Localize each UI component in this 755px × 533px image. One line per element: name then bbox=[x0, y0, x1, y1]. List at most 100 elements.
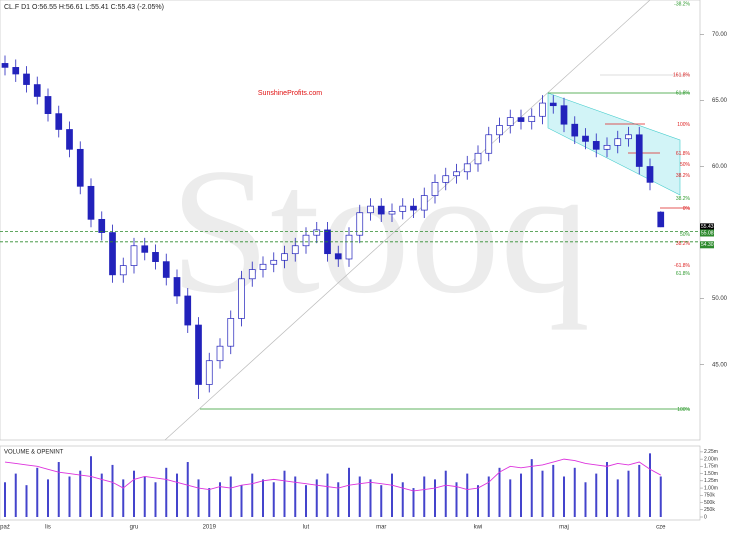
candle-body bbox=[431, 181, 439, 196]
price-marker bbox=[700, 223, 714, 231]
volume-bar bbox=[380, 485, 383, 517]
volume-bar bbox=[165, 467, 168, 517]
candle-body bbox=[549, 102, 557, 107]
volume-bar bbox=[90, 456, 92, 517]
candle-body bbox=[109, 232, 116, 276]
volume-bar bbox=[122, 479, 125, 517]
candle-body bbox=[141, 245, 149, 253]
y-tick-label: 2.25m bbox=[704, 449, 718, 455]
volume-bar bbox=[649, 453, 651, 517]
fib-label: 38.2% bbox=[676, 196, 691, 202]
candle-body bbox=[238, 278, 245, 319]
candle-body bbox=[453, 171, 460, 177]
volume-bar bbox=[638, 464, 641, 517]
volume-bar bbox=[262, 479, 264, 517]
candle-body bbox=[592, 141, 600, 150]
candle-body bbox=[603, 144, 611, 150]
volume-bar bbox=[14, 473, 17, 517]
trend-line bbox=[164, 0, 651, 441]
volume-bar bbox=[627, 470, 630, 517]
candle-body bbox=[539, 102, 546, 117]
fib-label: 50% bbox=[680, 232, 691, 238]
candle-body bbox=[517, 117, 525, 122]
volume-bar bbox=[208, 488, 211, 517]
price-marker bbox=[700, 229, 714, 237]
volume-bar bbox=[541, 470, 544, 517]
candle-body bbox=[12, 67, 20, 75]
y-tick-label: 2.00m bbox=[704, 456, 718, 462]
y-tick-label: 1.25m bbox=[704, 478, 718, 484]
candle-body bbox=[291, 245, 299, 255]
volume-bar bbox=[240, 485, 243, 517]
candle-body bbox=[377, 205, 385, 215]
candle-body bbox=[367, 205, 374, 214]
x-tick-label: lis bbox=[45, 525, 51, 531]
candle-body bbox=[162, 261, 170, 278]
y-tick-label: 1.00m bbox=[704, 485, 718, 491]
candle-body bbox=[130, 245, 138, 266]
candle-body bbox=[1, 63, 9, 68]
candle-body bbox=[259, 263, 267, 270]
volume-bar bbox=[606, 462, 608, 517]
price-marker-label: 55.43 bbox=[701, 224, 714, 230]
y-tick-label: 1.50m bbox=[704, 471, 718, 477]
candle-body bbox=[485, 134, 493, 154]
volume-bar bbox=[25, 485, 28, 517]
x-tick-label: paź bbox=[0, 525, 10, 531]
volume-bar bbox=[348, 467, 350, 517]
volume-bar bbox=[337, 482, 340, 517]
volume-bar bbox=[552, 464, 555, 517]
volume-bar bbox=[154, 482, 157, 517]
candle-body bbox=[119, 265, 127, 276]
chart-title: CL.F D1 O:56.55 H:56.61 L:55.41 C:55.43 … bbox=[4, 4, 164, 11]
fib-label: 61.8% bbox=[676, 151, 691, 157]
candle-body bbox=[76, 148, 84, 187]
candle-body bbox=[506, 117, 514, 126]
volume-bar bbox=[143, 476, 146, 517]
y-tick-label: 500k bbox=[704, 500, 715, 506]
volume-bar bbox=[186, 462, 189, 517]
watermark: Stooq bbox=[170, 131, 590, 330]
volume-bar bbox=[509, 479, 512, 517]
candle-body bbox=[388, 211, 396, 215]
y-tick-label: 60.00 bbox=[712, 164, 728, 170]
volume-bar bbox=[68, 476, 71, 517]
volume-bar bbox=[401, 482, 404, 517]
candle-body bbox=[66, 129, 73, 150]
candle-body bbox=[474, 152, 482, 165]
candle-body bbox=[270, 259, 278, 265]
candle-body bbox=[227, 318, 235, 347]
candle-body bbox=[399, 205, 407, 212]
candle-body bbox=[657, 211, 665, 228]
volume-bar bbox=[455, 482, 458, 517]
volume-bar bbox=[47, 479, 49, 517]
fib-label: -61.8% bbox=[674, 263, 690, 269]
volume-bar bbox=[251, 473, 254, 517]
candle-body bbox=[152, 252, 159, 262]
y-tick-label: 70.00 bbox=[712, 32, 728, 38]
x-tick-label: gru bbox=[130, 525, 139, 531]
volume-bar bbox=[530, 459, 533, 517]
candle-body bbox=[646, 166, 654, 183]
fib-label: 38.2% bbox=[676, 173, 691, 179]
volume-bar bbox=[283, 470, 286, 517]
fib-label: 100% bbox=[677, 407, 690, 413]
volume-bar bbox=[100, 473, 103, 517]
volume-bar bbox=[315, 479, 318, 517]
candle-body bbox=[33, 84, 41, 97]
volume-bar bbox=[369, 479, 372, 517]
volume-bar bbox=[79, 470, 82, 517]
openint-line bbox=[4, 458, 661, 492]
fib-label: 38.2% bbox=[676, 241, 691, 247]
y-tick-label: 50.00 bbox=[712, 296, 728, 302]
volume-bar bbox=[423, 476, 426, 517]
candle-body bbox=[614, 138, 622, 146]
y-tick-label: 65.00 bbox=[712, 98, 728, 104]
volume-bar bbox=[36, 467, 39, 517]
volume-bar bbox=[595, 473, 598, 517]
price-panel bbox=[0, 0, 701, 441]
candle-body bbox=[184, 295, 192, 326]
x-tick-label: maj bbox=[559, 525, 569, 531]
fib-label: 50% bbox=[680, 162, 691, 168]
